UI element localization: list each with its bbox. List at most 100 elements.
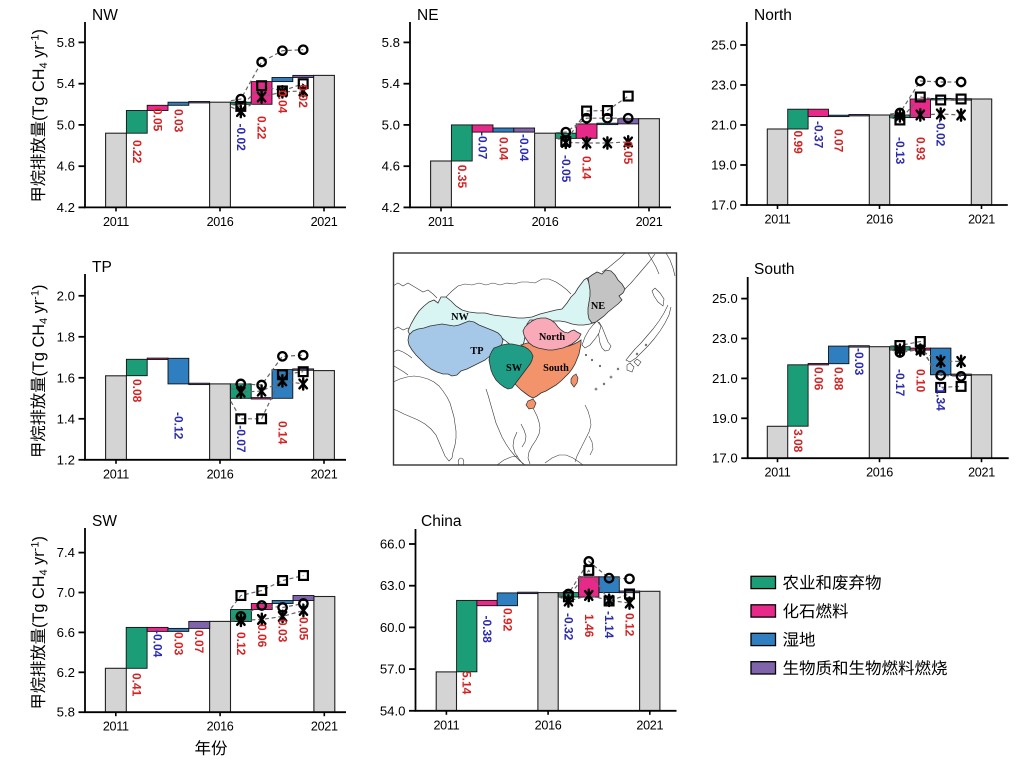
svg-text:-0.04: -0.04 <box>151 630 165 658</box>
svg-text:25.0: 25.0 <box>711 38 737 53</box>
svg-text:2011: 2011 <box>103 720 129 734</box>
svg-text:0.05: 0.05 <box>296 617 310 641</box>
svg-text:-0.05: -0.05 <box>559 155 573 183</box>
svg-text:NW: NW <box>451 312 469 323</box>
svg-text:1.2: 1.2 <box>57 452 75 467</box>
svg-text:0.12: 0.12 <box>623 613 637 637</box>
svg-text:NE: NE <box>417 7 439 24</box>
svg-text:0.14: 0.14 <box>275 421 289 445</box>
svg-text:-0.37: -0.37 <box>811 121 825 149</box>
svg-text:0.08: 0.08 <box>130 379 144 403</box>
svg-text:63.0: 63.0 <box>380 578 406 593</box>
svg-text:2011: 2011 <box>428 215 454 229</box>
svg-text:2016: 2016 <box>866 466 893 480</box>
svg-text:2.0: 2.0 <box>57 288 75 303</box>
svg-text:-0.02: -0.02 <box>934 119 948 147</box>
svg-text:2021: 2021 <box>968 213 995 227</box>
svg-text:-1.14: -1.14 <box>602 611 616 639</box>
svg-text:7.4: 7.4 <box>57 545 75 560</box>
svg-text:SW: SW <box>506 363 523 374</box>
svg-text:21.0: 21.0 <box>712 371 738 386</box>
svg-text:-0.07: -0.07 <box>234 425 248 453</box>
svg-text:0.12: 0.12 <box>234 632 248 656</box>
svg-text:2021: 2021 <box>968 466 995 480</box>
svg-text:0.02: 0.02 <box>296 84 310 108</box>
svg-text:5.4: 5.4 <box>57 76 75 91</box>
svg-text:-0.07: -0.07 <box>476 132 490 160</box>
svg-text:7.0: 7.0 <box>57 585 75 600</box>
svg-text:23.0: 23.0 <box>711 78 737 93</box>
svg-text:5.0: 5.0 <box>382 117 400 132</box>
svg-text:5.0: 5.0 <box>57 117 75 132</box>
svg-text:2021: 2021 <box>636 718 663 732</box>
svg-text:0.14: 0.14 <box>580 156 594 180</box>
svg-text:0.03: 0.03 <box>171 109 185 133</box>
svg-text:0.35: 0.35 <box>455 165 469 189</box>
svg-text:1.4: 1.4 <box>57 411 75 426</box>
svg-text:(Tg CH4 yr-1): (Tg CH4 yr-1) <box>30 536 50 628</box>
svg-text:17.0: 17.0 <box>711 198 737 213</box>
svg-text:-0.38: -0.38 <box>480 616 494 644</box>
svg-text:0.92: 0.92 <box>500 608 514 632</box>
svg-text:4.6: 4.6 <box>57 159 75 174</box>
svg-text:(Tg CH4 yr-1): (Tg CH4 yr-1) <box>30 285 50 377</box>
svg-text:2021: 2021 <box>311 215 338 229</box>
svg-text:6.2: 6.2 <box>57 665 75 680</box>
svg-text:South: South <box>543 363 569 374</box>
svg-text:NE: NE <box>591 301 605 312</box>
svg-text:5.8: 5.8 <box>57 35 75 50</box>
svg-text:0.03: 0.03 <box>276 619 290 643</box>
svg-text:1.8: 1.8 <box>57 329 75 344</box>
svg-text:-0.32: -0.32 <box>561 613 575 641</box>
svg-text:2016: 2016 <box>535 718 562 732</box>
svg-text:2016: 2016 <box>866 213 893 227</box>
svg-text:North: North <box>754 7 792 24</box>
svg-text:0.07: 0.07 <box>832 129 846 153</box>
svg-text:2011: 2011 <box>103 467 129 481</box>
svg-text:0.41: 0.41 <box>130 673 144 697</box>
svg-text:0.04: 0.04 <box>275 90 289 114</box>
svg-text:4.2: 4.2 <box>57 200 75 215</box>
svg-text:0.04: 0.04 <box>496 137 510 161</box>
svg-text:-0.04: -0.04 <box>517 134 531 162</box>
svg-text:2016: 2016 <box>207 720 234 734</box>
svg-text:NW: NW <box>92 7 118 24</box>
svg-text:2011: 2011 <box>765 466 791 480</box>
svg-text:2011: 2011 <box>433 718 459 732</box>
svg-text:23.0: 23.0 <box>712 331 738 346</box>
svg-text:2011: 2011 <box>103 215 129 229</box>
svg-text:1.46: 1.46 <box>582 614 596 638</box>
svg-text:6.6: 6.6 <box>57 625 75 640</box>
svg-text:0.03: 0.03 <box>171 632 185 656</box>
svg-text:-1.34: -1.34 <box>934 384 948 412</box>
svg-text:21.0: 21.0 <box>711 118 737 133</box>
svg-text:SW: SW <box>92 513 117 530</box>
svg-text:TP: TP <box>92 259 112 276</box>
svg-text:-0.13: -0.13 <box>893 137 907 165</box>
svg-text:(Tg CH4 yr-1): (Tg CH4 yr-1) <box>30 29 50 121</box>
svg-text:19.0: 19.0 <box>711 158 737 173</box>
svg-text:2021: 2021 <box>636 215 663 229</box>
svg-text:2016: 2016 <box>207 215 234 229</box>
svg-text:2011: 2011 <box>765 213 791 227</box>
svg-text:0.22: 0.22 <box>255 116 269 140</box>
svg-text:57.0: 57.0 <box>380 662 406 677</box>
svg-text:17.0: 17.0 <box>712 451 738 466</box>
svg-text:0.05: 0.05 <box>151 108 165 132</box>
svg-text:North: North <box>539 332 566 343</box>
svg-text:South: South <box>754 261 795 278</box>
svg-text:-0.17: -0.17 <box>893 369 907 397</box>
svg-text:-0.02: -0.02 <box>234 124 248 152</box>
svg-text:1.6: 1.6 <box>57 370 75 385</box>
svg-text:54.0: 54.0 <box>380 703 406 718</box>
svg-text:0.10: 0.10 <box>913 369 927 393</box>
svg-text:0.88: 0.88 <box>832 367 846 391</box>
svg-text:5.8: 5.8 <box>382 35 400 50</box>
svg-text:2021: 2021 <box>311 720 338 734</box>
svg-text:0.06: 0.06 <box>811 367 825 391</box>
svg-text:0.99: 0.99 <box>791 131 805 155</box>
svg-text:0.06: 0.06 <box>255 624 269 648</box>
svg-text:60.0: 60.0 <box>380 620 406 635</box>
svg-text:66.0: 66.0 <box>380 537 406 552</box>
svg-text:TP: TP <box>470 346 483 357</box>
